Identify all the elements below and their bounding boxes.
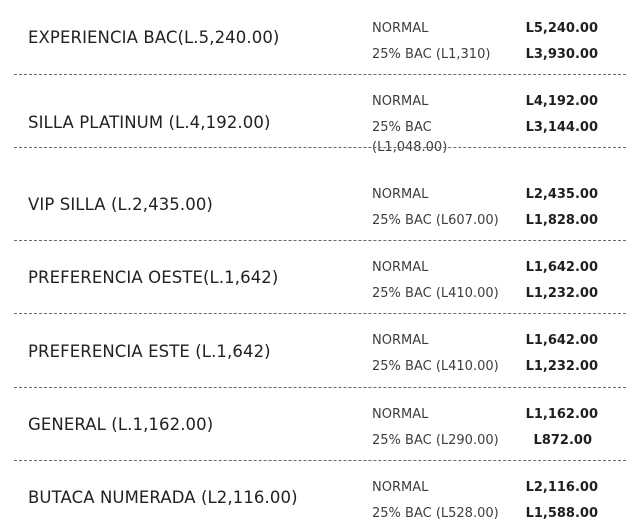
option-label: NORMAL <box>372 21 429 36</box>
tier-name: PREFERENCIA OESTE(L.1,642) <box>28 268 279 287</box>
option-price: L3,144.00 <box>525 120 598 135</box>
option-price: L1,588.00 <box>525 506 598 521</box>
option-label: 25% BAC (L607.00) <box>372 213 499 228</box>
option-normal: NORMAL L1,642.00 <box>372 331 598 351</box>
option-price: L1,828.00 <box>525 213 598 228</box>
option-label: NORMAL <box>372 187 429 202</box>
tier-row-butaca-numerada: BUTACA NUMERADA (L2,116.00) NORMAL L2,11… <box>0 461 644 532</box>
tier-row-silla-platinum: SILLA PLATINUM (L.4,192.00) NORMAL L4,19… <box>0 75 644 155</box>
option-price: L3,930.00 <box>525 47 598 62</box>
option-price: L1,232.00 <box>525 359 598 374</box>
option-price: L1,162.00 <box>525 407 598 422</box>
option-normal: NORMAL L4,192.00 <box>372 92 598 112</box>
option-bac-discount: 25% BAC (L290.00) L872.00 <box>372 431 598 451</box>
option-label: NORMAL <box>372 333 429 348</box>
tier-row-preferencia-oeste: PREFERENCIA OESTE(L.1,642) NORMAL L1,642… <box>0 241 644 314</box>
option-label: NORMAL <box>372 260 429 275</box>
option-normal: NORMAL L2,116.00 <box>372 478 598 498</box>
option-price: L1,642.00 <box>525 260 598 275</box>
option-price: L872.00 <box>533 433 592 448</box>
tier-row-general: GENERAL (L.1,162.00) NORMAL L1,162.00 25… <box>0 388 644 461</box>
option-price: L2,116.00 <box>525 480 598 495</box>
option-normal: NORMAL L5,240.00 <box>372 19 598 39</box>
tier-name: GENERAL (L.1,162.00) <box>28 415 214 434</box>
option-bac-discount: 25% BAC (L607.00) L1,828.00 <box>372 211 598 231</box>
option-normal: NORMAL L1,642.00 <box>372 258 598 278</box>
tier-name: EXPERIENCIA BAC(L.5,240.00) <box>28 28 280 47</box>
tier-row-vip-silla: VIP SILLA (L.2,435.00) NORMAL L2,435.00 … <box>0 148 644 241</box>
option-label: 25% BAC (L528.00) <box>372 506 499 521</box>
option-price: L5,240.00 <box>525 21 598 36</box>
option-bac-discount: 25% BAC (L410.00) L1,232.00 <box>372 357 598 377</box>
option-label: 25% BAC (L1,310) <box>372 47 491 62</box>
option-label: 25% BAC (L290.00) <box>372 433 499 448</box>
option-bac-discount: 25% BAC (L528.00) L1,588.00 <box>372 504 598 524</box>
option-label: NORMAL <box>372 407 429 422</box>
option-label: 25% BAC (L410.00) <box>372 286 499 301</box>
option-label: NORMAL <box>372 480 429 495</box>
option-price: L4,192.00 <box>525 94 598 109</box>
option-price: L2,435.00 <box>525 187 598 202</box>
tier-name: PREFERENCIA ESTE (L.1,642) <box>28 342 271 361</box>
tier-row-experiencia-bac: EXPERIENCIA BAC(L.5,240.00) NORMAL L5,24… <box>0 0 644 75</box>
tier-name: BUTACA NUMERADA (L2,116.00) <box>28 488 298 507</box>
option-label: 25% BAC (L410.00) <box>372 359 499 374</box>
tier-name: SILLA PLATINUM (L.4,192.00) <box>28 113 271 132</box>
option-price: L1,642.00 <box>525 333 598 348</box>
option-label: NORMAL <box>372 94 429 109</box>
tier-name: VIP SILLA (L.2,435.00) <box>28 195 213 214</box>
option-bac-discount: 25% BAC (L1,048.00) L3,144.00 <box>372 118 598 155</box>
option-price: L1,232.00 <box>525 286 598 301</box>
option-bac-discount: 25% BAC (L410.00) L1,232.00 <box>372 284 598 304</box>
option-normal: NORMAL L2,435.00 <box>372 185 598 205</box>
option-bac-discount: 25% BAC (L1,310) L3,930.00 <box>372 45 598 65</box>
option-normal: NORMAL L1,162.00 <box>372 405 598 425</box>
tier-row-preferencia-este: PREFERENCIA ESTE (L.1,642) NORMAL L1,642… <box>0 314 644 388</box>
